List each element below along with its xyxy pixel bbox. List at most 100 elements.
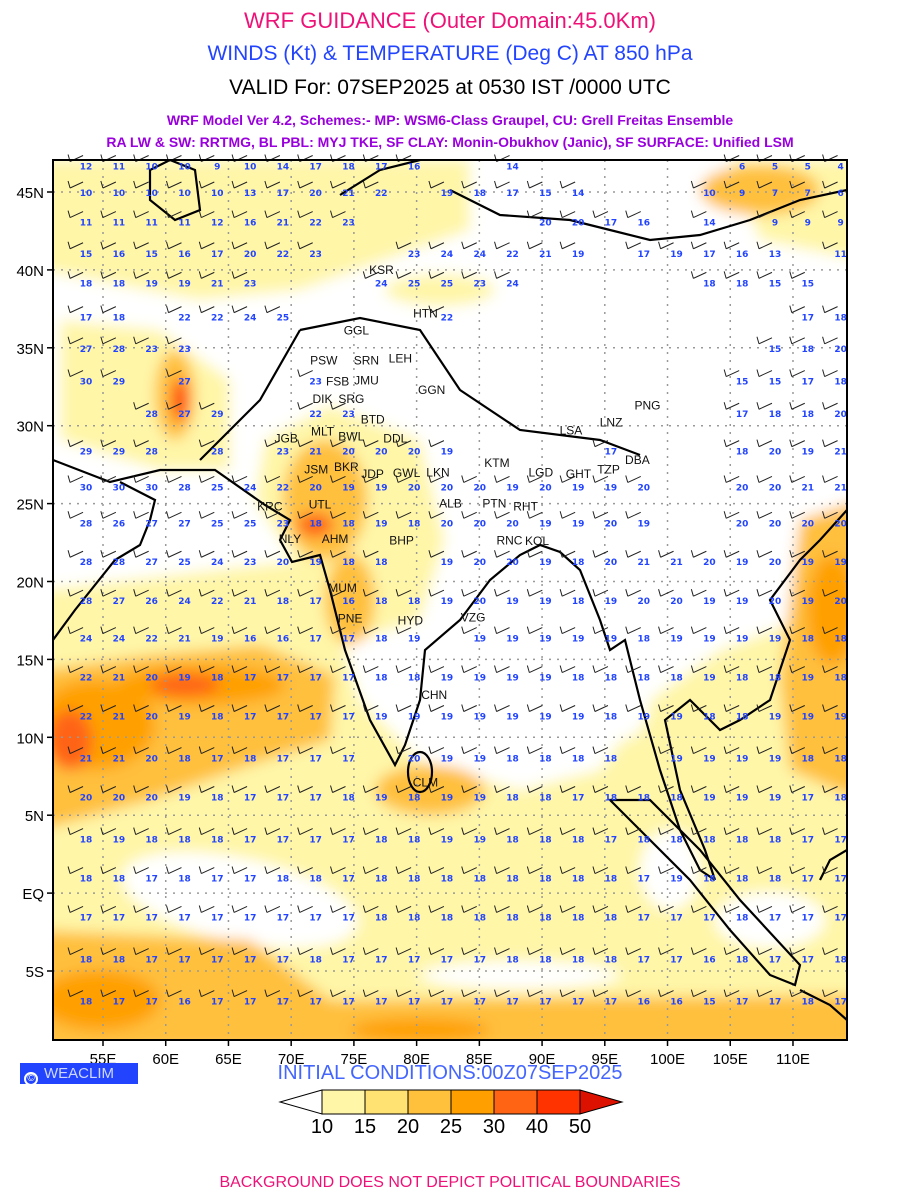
wind-barb xyxy=(559,785,576,793)
wind-barb xyxy=(198,704,215,712)
temperature-value: 18 xyxy=(736,674,749,684)
temperature-value: 18 xyxy=(637,674,650,684)
temperature-value: 24 xyxy=(80,635,93,645)
wind-barb xyxy=(165,511,182,519)
temperature-value: 18 xyxy=(342,519,355,529)
wind-barb xyxy=(592,475,609,483)
temperature-value: 21 xyxy=(80,755,93,765)
temperature-value: 18 xyxy=(178,755,191,765)
temperature-value: 18 xyxy=(802,998,815,1008)
temperature-value: 18 xyxy=(375,875,388,885)
wind-barb xyxy=(165,402,182,410)
temperature-value: 18 xyxy=(408,519,421,529)
wind-barb xyxy=(165,475,182,483)
wind-barb xyxy=(690,180,707,189)
wind-barb xyxy=(756,589,773,597)
temperature-value: 20 xyxy=(769,519,782,529)
temperature-value: 18 xyxy=(769,410,782,420)
temperature-value: 17 xyxy=(637,875,650,885)
temperature-value: 19 xyxy=(506,712,519,722)
temperature-value: 26 xyxy=(145,597,158,607)
temperature-value: 19 xyxy=(769,755,782,765)
temperature-value: 18 xyxy=(375,558,388,568)
temperature-value: 22 xyxy=(211,314,224,324)
city-label: KRC xyxy=(257,500,283,514)
wind-barb xyxy=(198,785,215,793)
wind-barb xyxy=(67,241,84,250)
wind-barb xyxy=(362,511,379,519)
temperature-value: 19 xyxy=(802,712,815,722)
wind-barb xyxy=(198,180,215,189)
temperature-value: 18 xyxy=(736,836,749,846)
temperature-value: 19 xyxy=(441,712,454,722)
wind-barb xyxy=(789,947,805,955)
temperature-value: 17 xyxy=(506,189,519,199)
temperature-value: 17 xyxy=(244,836,257,846)
temperature-shading xyxy=(53,160,847,1040)
temperature-value: 20 xyxy=(244,250,257,260)
wind-barb xyxy=(133,180,149,189)
wind-barb xyxy=(789,336,805,345)
wind-barb xyxy=(100,210,117,219)
wind-barb xyxy=(165,210,182,219)
temperature-value: 15 xyxy=(769,378,782,388)
temperature-value: 21 xyxy=(244,597,257,607)
wind-barb xyxy=(297,704,313,712)
city-label: HTN xyxy=(413,307,438,321)
temperature-value: 18 xyxy=(539,836,552,846)
wind-barb xyxy=(723,785,740,793)
wind-barb xyxy=(231,905,248,913)
temperature-value: 15 xyxy=(802,279,815,289)
wind-barb xyxy=(67,827,84,836)
wind-barb xyxy=(67,785,84,793)
wind-barb xyxy=(592,626,609,635)
wind-barb xyxy=(723,905,740,913)
temperature-value: 21 xyxy=(342,189,355,199)
temperature-value: 16 xyxy=(703,956,716,966)
wind-barb xyxy=(165,180,182,189)
wind-barb xyxy=(559,180,576,189)
temperature-value: 20 xyxy=(113,794,126,804)
temperature-value: 17 xyxy=(277,794,290,804)
wind-barb xyxy=(67,511,84,519)
temperature-value: 24 xyxy=(473,250,486,260)
colorbar-segment xyxy=(321,1089,366,1115)
wind-barb xyxy=(198,271,215,279)
temperature-value: 18 xyxy=(736,875,749,885)
wind-barb xyxy=(756,511,773,519)
wind-barb xyxy=(297,589,313,597)
temperature-value: 22 xyxy=(277,250,290,260)
wind-barb xyxy=(100,827,117,836)
wind-barb xyxy=(133,589,149,597)
temperature-value: 27 xyxy=(80,345,93,355)
temperature-value: 17 xyxy=(113,998,126,1008)
city-label: NLY xyxy=(279,532,301,546)
wind-barb xyxy=(133,402,149,410)
temperature-value: 11 xyxy=(113,219,126,229)
temperature-value: 18 xyxy=(572,674,585,684)
temperature-value: 28 xyxy=(211,448,224,458)
wind-barb xyxy=(822,210,838,219)
temperature-value: 18 xyxy=(342,558,355,568)
temperature-value: 21 xyxy=(309,448,322,458)
temperature-value: 17 xyxy=(244,875,257,885)
wind-barb xyxy=(395,905,412,913)
temperature-value: 18 xyxy=(80,836,93,846)
temperature-value: 9 xyxy=(837,219,843,229)
temperature-value: 20 xyxy=(539,219,552,229)
wind-barb xyxy=(264,827,281,836)
temperature-value: 19 xyxy=(539,519,552,529)
wind-barb xyxy=(264,511,281,519)
temperature-value: 19 xyxy=(572,250,585,260)
temperature-value: 6 xyxy=(837,189,843,199)
temperature-value: 19 xyxy=(441,189,454,199)
temperature-value: 19 xyxy=(736,558,749,568)
city-label: SRG xyxy=(338,392,364,406)
wind-barb xyxy=(822,475,838,483)
wind-barb xyxy=(395,589,412,597)
city-labels: KSR HTN GGL PSW SRN LEH JMU DIK SRG GGN FSB MLT BTD B… xyxy=(257,263,660,790)
temperature-value: 19 xyxy=(736,794,749,804)
temperature-value: 24 xyxy=(375,279,388,289)
wind-barb xyxy=(461,827,477,836)
temperature-value: 9 xyxy=(739,189,745,199)
